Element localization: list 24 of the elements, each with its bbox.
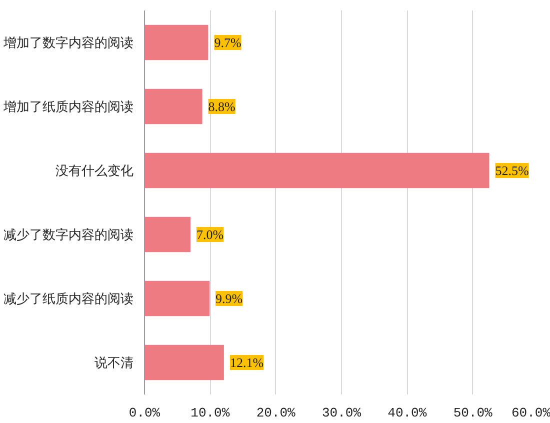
data-label: 52.5%	[495, 163, 529, 178]
x-tick-label: 0.0%	[128, 406, 160, 420]
data-label: 12.1%	[230, 355, 264, 370]
x-tick-label: 10.0%	[190, 406, 230, 420]
bar	[144, 344, 224, 380]
y-tick-label: 减少了纸质内容的阅读	[4, 291, 134, 306]
y-tick-label: 增加了纸质内容的阅读	[2, 99, 134, 114]
bar	[144, 216, 190, 252]
y-tick-label: 增加了数字内容的阅读	[2, 35, 134, 50]
bar	[144, 152, 490, 188]
x-tick-label: 30.0%	[322, 406, 362, 420]
x-tick-label: 20.0%	[256, 406, 296, 420]
x-tick-label: 50.0%	[453, 406, 493, 420]
bar	[144, 88, 202, 124]
y-tick-label: 没有什么变化	[56, 163, 134, 178]
bar	[144, 24, 208, 60]
y-tick-label: 减少了数字内容的阅读	[4, 227, 134, 242]
data-label: 9.9%	[216, 291, 243, 306]
data-label: 8.8%	[208, 99, 236, 114]
y-tick-label: 说不清	[94, 355, 134, 370]
bar	[144, 280, 210, 316]
x-tick-label: 40.0%	[388, 406, 427, 420]
data-label: 9.7%	[214, 35, 242, 50]
data-label: 7.0%	[196, 227, 224, 242]
